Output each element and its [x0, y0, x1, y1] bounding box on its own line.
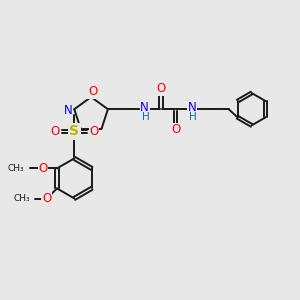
Text: N: N: [64, 104, 72, 117]
Text: O: O: [156, 82, 166, 95]
Text: O: O: [171, 123, 180, 136]
Text: H: H: [189, 112, 197, 122]
Text: N: N: [188, 101, 196, 114]
Text: O: O: [50, 125, 59, 138]
Text: CH₃: CH₃: [14, 194, 30, 203]
Text: H: H: [142, 112, 150, 122]
Text: N: N: [140, 101, 149, 114]
Text: O: O: [88, 85, 97, 98]
Text: O: O: [38, 162, 47, 175]
Text: O: O: [89, 125, 98, 138]
Text: CH₃: CH₃: [8, 164, 24, 173]
Text: O: O: [42, 192, 51, 205]
Text: S: S: [69, 124, 79, 138]
